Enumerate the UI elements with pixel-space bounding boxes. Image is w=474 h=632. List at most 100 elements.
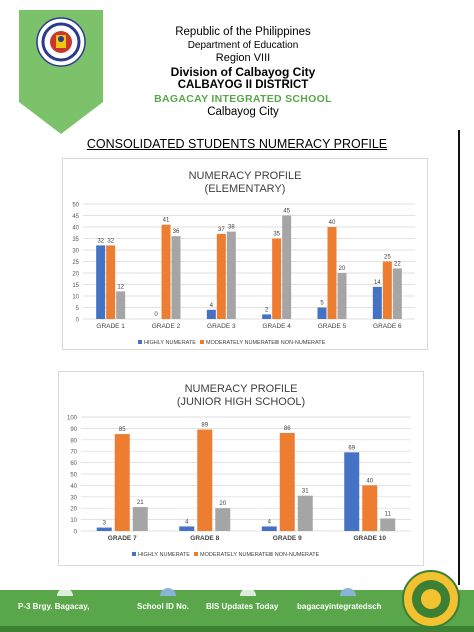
- elementary-y-tick-label: 0: [76, 318, 80, 324]
- footer-school-id: School ID No.: [137, 602, 189, 611]
- elementary-data-label: 4: [210, 303, 214, 309]
- school-logo-icon: [402, 570, 460, 628]
- elementary-category-label: GRADE 3: [207, 323, 236, 330]
- elementary-y-tick-label: 40: [72, 226, 79, 232]
- jhs-bar: [297, 495, 313, 531]
- elementary-bar: [116, 291, 126, 319]
- elementary-y-tick-label: 45: [72, 214, 79, 220]
- school-name: BAGACAY INTEGRATED SCHOOL: [154, 93, 332, 106]
- elementary-bar: [171, 236, 181, 319]
- footer-bar: [0, 590, 474, 626]
- district-line: CALBAYOG II DISTRICT: [177, 79, 309, 92]
- elementary-y-tick-label: 10: [72, 295, 79, 301]
- deped-seal-icon: [36, 17, 86, 67]
- elementary-bar: [161, 224, 171, 319]
- footer-bottom-strip: [0, 626, 474, 632]
- elementary-data-label: 45: [283, 209, 290, 215]
- footer-updates: BIS Updates Today: [206, 602, 279, 611]
- elementary-legend-label: HIGHLY NUMERATE: [144, 340, 196, 346]
- elementary-data-label: 20: [339, 266, 346, 272]
- jhs-y-tick-label: 70: [70, 450, 77, 456]
- jhs-chart: NUMERACY PROFILE(JUNIOR HIGH SCHOOL) 0 10 2…: [67, 383, 411, 558]
- elementary-category-label: GRADE 2: [152, 323, 181, 330]
- jhs-y-tick-label: 90: [70, 427, 77, 433]
- jhs-bar: [344, 452, 360, 531]
- jhs-bar: [179, 526, 195, 531]
- jhs-y-tick-label: 10: [70, 518, 77, 524]
- city-line: Calbayog City: [207, 105, 279, 118]
- jhs-category-label: GRADE 7: [108, 535, 137, 542]
- elementary-data-label: 25: [384, 255, 391, 261]
- jhs-category-label: GRADE 10: [353, 535, 386, 542]
- jhs-data-label: 89: [201, 423, 208, 429]
- elementary-bar: [317, 307, 327, 319]
- jhs-data-label: 69: [348, 445, 355, 451]
- jhs-category-label: GRADE 8: [190, 535, 219, 542]
- elementary-data-label: 22: [394, 261, 401, 267]
- elementary-y-tick-label: 50: [72, 203, 79, 209]
- footer-address: P-3 Brgy. Bagacay,: [18, 602, 90, 611]
- elementary-bar: [216, 233, 226, 319]
- elementary-data-label: 38: [228, 225, 235, 231]
- elementary-data-label: 36: [173, 229, 180, 235]
- jhs-y-tick-label: 0: [74, 530, 78, 536]
- department-line: Department of Education: [187, 39, 299, 51]
- elementary-y-tick-label: 35: [72, 237, 79, 243]
- jhs-y-tick-label: 30: [70, 495, 77, 501]
- division-line: Division of Calbayog City: [170, 64, 316, 79]
- elementary-data-label: 35: [273, 232, 280, 238]
- elementary-category-label: GRADE 6: [373, 323, 402, 330]
- jhs-legend-label: MODERATELY NUMERATE: [200, 552, 269, 558]
- letterhead: Republic of the Philippines Department o…: [120, 26, 366, 120]
- jhs-bar: [380, 518, 396, 531]
- jhs-data-label: 31: [302, 489, 309, 495]
- jhs-data-label: 4: [185, 519, 189, 525]
- elementary-y-tick-label: 30: [72, 249, 79, 255]
- jhs-legend-swatch: [194, 552, 198, 556]
- elementary-data-label: 32: [107, 238, 114, 244]
- document-title: CONSOLIDATED STUDENTS NUMERACY PROFILE: [86, 137, 388, 151]
- jhs-y-tick-label: 50: [70, 473, 77, 479]
- elementary-bar: [226, 231, 236, 319]
- elementary-bar: [262, 314, 272, 319]
- jhs-category-label: GRADE 9: [273, 535, 302, 542]
- id-icon: [160, 588, 176, 596]
- elementary-bar: [206, 309, 216, 319]
- elementary-legend-swatch: [274, 340, 279, 344]
- elementary-data-label: 5: [320, 301, 324, 307]
- jhs-chart-frame: NUMERACY PROFILE (JUNIOR HIGH SCHOOL) 0 10 2…: [58, 371, 424, 566]
- elementary-category-label: GRADE 4: [262, 323, 291, 330]
- jhs-legend-label: NON-NUMERATE: [275, 552, 320, 558]
- jhs-y-tick-label: 60: [70, 461, 77, 467]
- elementary-bar: [327, 227, 337, 319]
- jhs-chart-subtitle: (JUNIOR HIGH SCHOOL): [177, 396, 305, 408]
- jhs-bar: [132, 507, 148, 531]
- jhs-data-label: 86: [284, 426, 291, 432]
- elementary-bar: [282, 215, 292, 319]
- region-line: Region VIII: [215, 51, 271, 64]
- elementary-legend-label: NON-NUMERATE: [281, 340, 326, 346]
- jhs-y-tick-label: 20: [70, 507, 77, 513]
- elementary-data-label: 41: [163, 218, 170, 224]
- jhs-bar: [96, 527, 112, 531]
- jhs-bar: [362, 485, 378, 531]
- jhs-data-label: 11: [385, 511, 392, 517]
- elementary-category-label: GRADE 1: [96, 323, 125, 330]
- jhs-data-label: 40: [366, 478, 373, 484]
- elementary-bar: [337, 273, 347, 319]
- jhs-data-label: 4: [268, 519, 272, 525]
- elementary-bar: [382, 261, 392, 319]
- elementary-data-label: 40: [329, 220, 336, 226]
- jhs-bar: [215, 508, 231, 531]
- jhs-data-label: 20: [219, 501, 226, 507]
- jhs-y-tick-label: 40: [70, 484, 77, 490]
- elementary-data-label: 14: [374, 280, 381, 286]
- elementary-chart: NUMERACY PROFILE(ELEMENTARY)051015202530…: [72, 170, 415, 346]
- jhs-legend-label: HIGHLY NUMERATE: [138, 552, 190, 558]
- elementary-bar: [96, 245, 106, 319]
- jhs-bar: [261, 526, 277, 531]
- facebook-icon: [240, 588, 256, 596]
- elementary-y-tick-label: 15: [72, 283, 79, 289]
- elementary-bar: [272, 238, 282, 319]
- footer-email: bagacayintegratedsch: [297, 602, 382, 611]
